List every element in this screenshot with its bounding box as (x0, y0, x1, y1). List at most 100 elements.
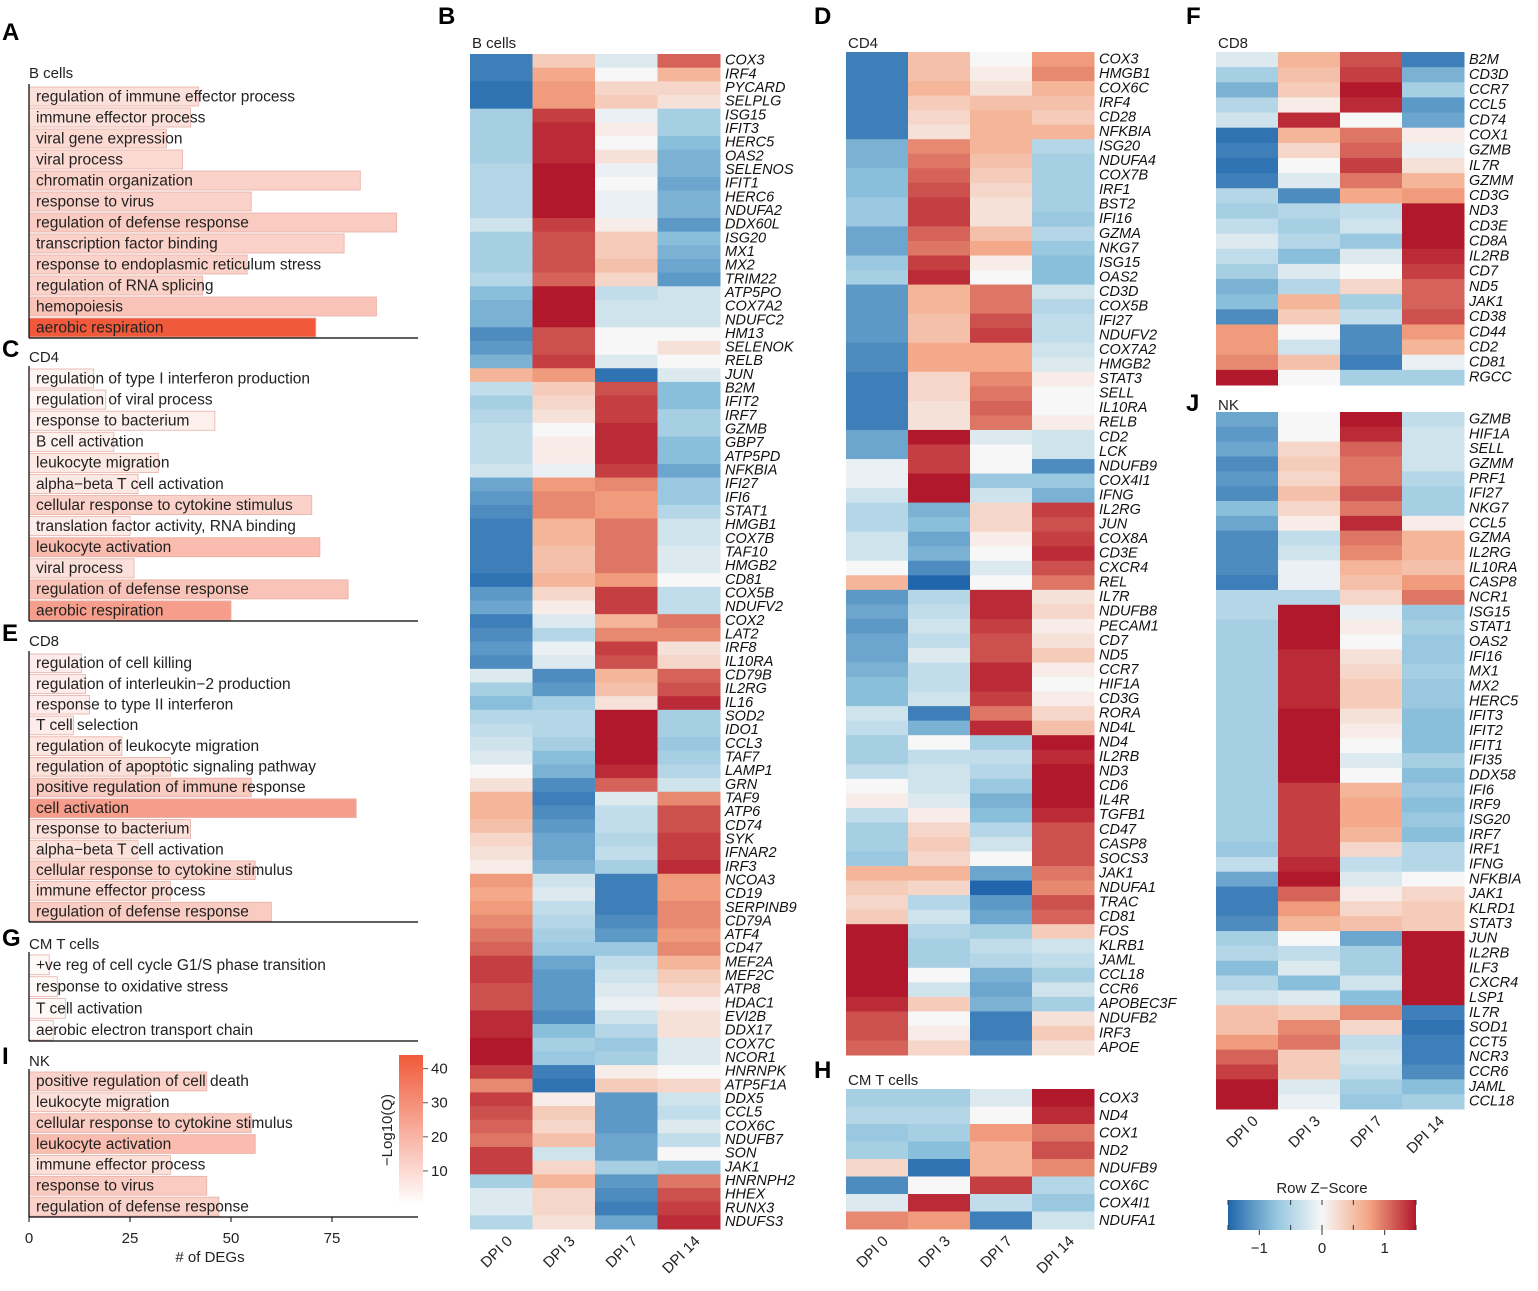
heat-cell (1402, 203, 1465, 219)
gene-label: ND3 (1469, 203, 1498, 219)
heat-cell (532, 1147, 596, 1162)
gene-label: CD79A (725, 913, 772, 929)
heat-cell (1032, 677, 1095, 693)
heat-cell (970, 1106, 1033, 1125)
heat-cell (1216, 634, 1279, 650)
heat-cell (970, 924, 1033, 940)
heat-cell (657, 422, 721, 438)
heat-cell (1278, 856, 1341, 873)
heat-cell (846, 604, 909, 620)
heat-cell (908, 429, 971, 445)
gene-label: SYK (725, 831, 755, 847)
heat-cell (657, 163, 721, 178)
heat-cell (970, 168, 1033, 184)
heat-cell (595, 696, 658, 711)
heat-cell (470, 463, 533, 479)
heat-cell (532, 559, 596, 574)
heat-cell (595, 504, 658, 520)
heat-cell (1340, 960, 1403, 977)
heat-cell (532, 477, 596, 492)
heat-cell (1032, 240, 1095, 257)
heat-cell (1216, 97, 1279, 114)
heat-cell (657, 409, 721, 424)
heat-cell (1340, 812, 1403, 828)
heat-cell (1340, 634, 1403, 650)
heat-cell (595, 450, 658, 465)
panel-label-I: I (2, 1043, 9, 1070)
gene-label: STAT1 (1469, 619, 1512, 635)
gene-label: NCOA3 (725, 872, 775, 888)
gene-label: NCR3 (1469, 1049, 1508, 1065)
heat-cell (1032, 371, 1095, 387)
heat-cell (470, 955, 533, 970)
heat-cell (970, 488, 1033, 504)
heat-cell (1402, 1020, 1465, 1036)
gene-label: ATP6 (724, 804, 761, 820)
heat-cell (908, 240, 971, 257)
heat-cell (846, 778, 909, 794)
heat-cell (1340, 856, 1403, 873)
heat-cell (657, 1147, 721, 1162)
heat-cell (1032, 1124, 1095, 1142)
heat-cell (532, 627, 596, 642)
heat-cell (1402, 693, 1465, 710)
heat-cell (970, 313, 1033, 329)
gene-label: GRN (725, 777, 758, 793)
gene-label: CCL5 (1469, 515, 1507, 531)
heat-cell (1278, 916, 1341, 932)
heat-cell (1216, 990, 1279, 1006)
heat-cell (1032, 866, 1095, 882)
heat-cell (470, 668, 533, 683)
heat-cell (532, 258, 596, 274)
x-tick-label: 25 (122, 1230, 139, 1247)
heat-cell (970, 459, 1033, 475)
heat-cell (970, 575, 1033, 591)
heat-cell (908, 81, 971, 97)
heat-cell (1216, 678, 1279, 695)
gene-label: CD3E (1099, 546, 1138, 562)
heat-cell (1278, 649, 1341, 665)
heat-cell (470, 996, 533, 1011)
heat-cell (470, 696, 533, 711)
heat-cell (595, 518, 658, 533)
heat-cell (1402, 812, 1465, 828)
heat-cell (846, 909, 909, 925)
heat-cell (595, 668, 658, 683)
heat-cell (1216, 218, 1279, 235)
heat-cell (1340, 827, 1403, 843)
heat-cell (595, 463, 658, 479)
heat-cell (1278, 309, 1341, 325)
heat-cell (595, 983, 658, 998)
heat-cell (657, 217, 721, 233)
heat-cell (908, 895, 971, 911)
gene-label: KLRB1 (1099, 938, 1145, 954)
heat-cell (908, 284, 971, 300)
heat-cell (1216, 248, 1279, 265)
heat-cell (908, 880, 971, 896)
heat-cell (1216, 279, 1279, 295)
heat-cell (1402, 560, 1465, 576)
gene-label: COX7A2 (1099, 342, 1156, 358)
heat-cell (1216, 604, 1279, 621)
heat-cell (1402, 263, 1465, 280)
heat-cell (908, 328, 971, 344)
heat-cell (908, 575, 971, 591)
gene-label: ATP5PO (724, 285, 781, 301)
gene-label: ATP5F1A (724, 1077, 787, 1093)
heat-cell (908, 459, 971, 475)
heat-cell (1278, 945, 1341, 962)
heat-cell (970, 81, 1033, 97)
heat-cell (1032, 1040, 1095, 1056)
heat-cell (657, 805, 721, 820)
heat-cell (657, 668, 721, 683)
heat-cell (1216, 945, 1279, 962)
heat-cell (1032, 255, 1095, 271)
gene-label: IFI27 (1099, 313, 1133, 329)
column-label: DPI 14 (1033, 1233, 1077, 1277)
gene-label: B2M (725, 381, 756, 397)
gene-label: JAML (1098, 953, 1136, 969)
heat-cell (1278, 634, 1341, 650)
heat-cell (908, 1124, 971, 1142)
heat-cell (846, 1040, 909, 1056)
heat-cell (595, 190, 658, 205)
